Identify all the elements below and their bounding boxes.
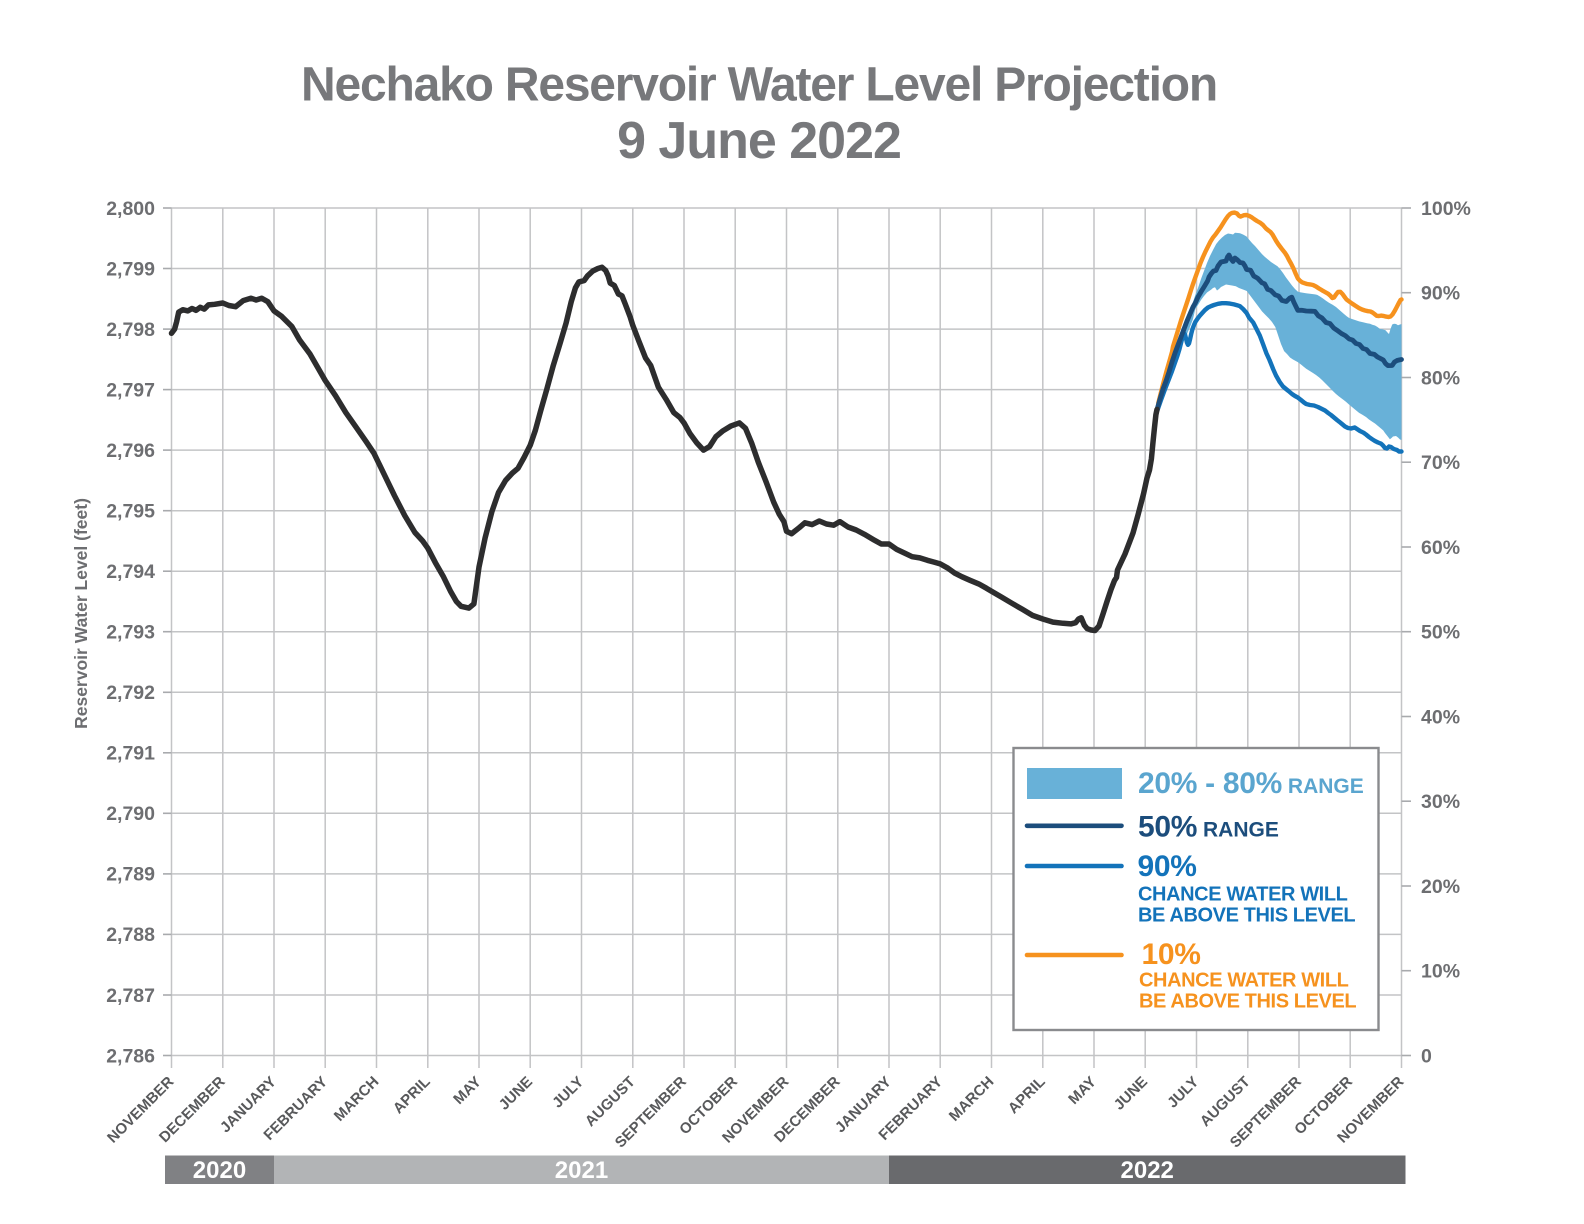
svg-text:2022: 2022: [1121, 1157, 1174, 1184]
svg-text:9 June 2022: 9 June 2022: [617, 112, 901, 170]
svg-text:100%: 100%: [1421, 198, 1471, 220]
svg-text:2,786: 2,786: [106, 1045, 155, 1067]
svg-text:10%: 10%: [1142, 938, 1201, 971]
svg-text:2020: 2020: [193, 1157, 246, 1184]
svg-text:2,790: 2,790: [106, 803, 155, 825]
svg-text:50%: 50%: [1421, 622, 1460, 644]
svg-text:20%: 20%: [1421, 876, 1460, 898]
svg-text:CHANCE WATER WILL: CHANCE WATER WILL: [1139, 970, 1349, 992]
svg-text:2,791: 2,791: [106, 743, 155, 765]
svg-text:BE ABOVE THIS LEVEL: BE ABOVE THIS LEVEL: [1138, 905, 1355, 927]
svg-text:2,793: 2,793: [106, 622, 155, 644]
svg-text:2,798: 2,798: [106, 319, 155, 341]
svg-text:2,788: 2,788: [106, 924, 155, 946]
svg-text:80%: 80%: [1421, 367, 1460, 389]
svg-text:2,799: 2,799: [106, 258, 155, 280]
svg-text:60%: 60%: [1421, 537, 1460, 559]
svg-text:2,787: 2,787: [106, 985, 155, 1007]
svg-text:2,792: 2,792: [106, 682, 155, 704]
svg-text:2,794: 2,794: [106, 561, 155, 583]
svg-text:40%: 40%: [1421, 706, 1460, 728]
svg-text:Nechako Reservoir Water Level: Nechako Reservoir Water Level Projection: [301, 59, 1217, 112]
svg-text:Reservoir Water Level (feet): Reservoir Water Level (feet): [71, 498, 91, 729]
svg-text:2,800: 2,800: [106, 198, 155, 220]
svg-text:2,797: 2,797: [106, 379, 155, 401]
svg-text:2,789: 2,789: [106, 864, 155, 886]
svg-text:2,796: 2,796: [106, 440, 155, 462]
svg-text:CHANCE WATER WILL: CHANCE WATER WILL: [1138, 884, 1348, 906]
svg-text:90%: 90%: [1421, 283, 1460, 305]
svg-text:10%: 10%: [1421, 961, 1460, 983]
svg-text:90%: 90%: [1138, 850, 1197, 883]
svg-text:0: 0: [1421, 1045, 1432, 1067]
svg-text:70%: 70%: [1421, 452, 1460, 474]
svg-text:BE ABOVE THIS LEVEL: BE ABOVE THIS LEVEL: [1139, 991, 1356, 1013]
svg-text:2021: 2021: [555, 1157, 608, 1184]
svg-text:30%: 30%: [1421, 791, 1460, 813]
svg-text:2,795: 2,795: [106, 501, 155, 523]
